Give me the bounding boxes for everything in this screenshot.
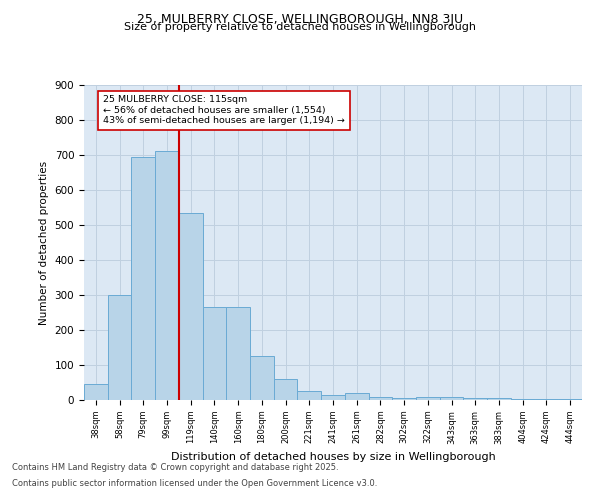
Text: 25, MULBERRY CLOSE, WELLINGBOROUGH, NN8 3JU: 25, MULBERRY CLOSE, WELLINGBOROUGH, NN8 …	[137, 12, 463, 26]
Bar	[274, 379, 298, 400]
Bar	[345, 393, 368, 400]
Bar	[368, 396, 392, 400]
Bar	[84, 384, 108, 400]
Bar	[179, 212, 203, 400]
Text: Contains HM Land Registry data © Crown copyright and database right 2025.: Contains HM Land Registry data © Crown c…	[12, 464, 338, 472]
Bar	[321, 395, 345, 400]
Bar	[108, 295, 131, 400]
Bar	[487, 398, 511, 400]
Bar	[155, 152, 179, 400]
Bar	[440, 396, 463, 400]
Bar	[392, 398, 416, 400]
Bar	[298, 391, 321, 400]
Bar	[250, 356, 274, 400]
X-axis label: Distribution of detached houses by size in Wellingborough: Distribution of detached houses by size …	[170, 452, 496, 462]
Bar	[203, 307, 226, 400]
Text: Size of property relative to detached houses in Wellingborough: Size of property relative to detached ho…	[124, 22, 476, 32]
Text: 25 MULBERRY CLOSE: 115sqm
← 56% of detached houses are smaller (1,554)
43% of se: 25 MULBERRY CLOSE: 115sqm ← 56% of detac…	[103, 96, 345, 126]
Bar	[226, 307, 250, 400]
Bar	[416, 396, 440, 400]
Text: Contains public sector information licensed under the Open Government Licence v3: Contains public sector information licen…	[12, 478, 377, 488]
Bar	[463, 398, 487, 400]
Bar	[131, 156, 155, 400]
Y-axis label: Number of detached properties: Number of detached properties	[39, 160, 49, 324]
